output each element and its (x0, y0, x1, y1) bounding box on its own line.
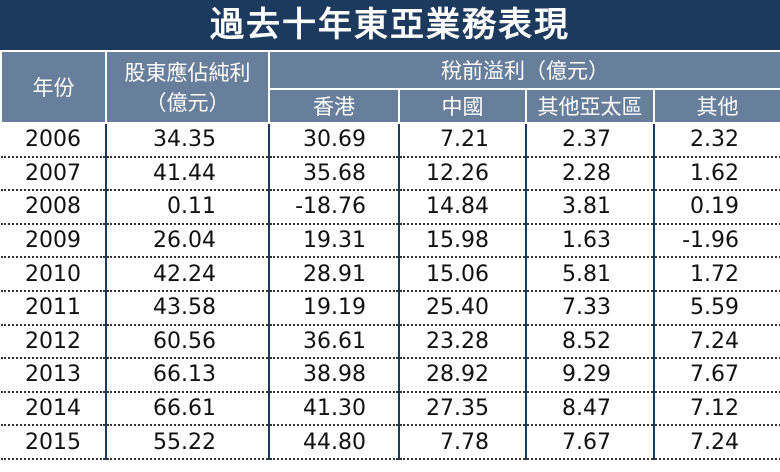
year-cell: 2015 (1, 425, 106, 460)
year-cell: 2009 (1, 223, 106, 259)
value-cell: 5.81 (525, 257, 654, 292)
value-cell: 26.04 (105, 223, 269, 259)
value-cell: 66.13 (105, 358, 269, 393)
value-cell: 8.52 (525, 324, 654, 360)
year-cell: 2011 (1, 290, 106, 326)
title: 過去十年東亞業務表現 (0, 0, 780, 50)
value-cell: -1.96 (653, 223, 780, 259)
value-cell: 66.61 (105, 391, 269, 427)
value-cell: 0.19 (653, 190, 780, 225)
value-cell: 15.06 (398, 257, 526, 292)
header-profit-line: （億元） (145, 91, 230, 115)
value-cell: 28.91 (268, 257, 399, 292)
value-cell: 35.68 (268, 156, 399, 192)
value-cell: 14.84 (398, 190, 526, 225)
value-cell: 7.21 (398, 123, 526, 158)
value-cell: 7.24 (653, 324, 780, 360)
value-cell: 7.67 (525, 425, 654, 460)
value-cell: 7.33 (525, 290, 654, 326)
value-cell: 1.72 (653, 257, 780, 292)
table-row: 2013 66.13 38.98 28.92 9.29 7.67 (1, 358, 780, 393)
value-cell: 36.61 (268, 324, 399, 360)
year-cell: 2014 (1, 391, 106, 427)
value-cell: 41.44 (105, 156, 269, 192)
value-cell: 25.40 (398, 290, 526, 326)
year-cell: 2012 (1, 324, 106, 360)
table-row: 2012 60.56 36.61 23.28 8.52 7.24 (1, 324, 780, 360)
header-profit-line: 股東應佔純利 (124, 61, 251, 85)
table-row: 2007 41.44 35.68 12.26 2.28 1.62 (1, 156, 780, 192)
value-cell: 15.98 (398, 223, 526, 259)
year-cell: 2007 (1, 156, 106, 192)
value-cell: 7.78 (398, 425, 526, 460)
value-cell: 7.24 (653, 425, 780, 460)
value-cell: 23.28 (398, 324, 526, 360)
value-cell: 12.26 (398, 156, 526, 192)
table-row: 2009 26.04 19.31 15.98 1.63 -1.96 (1, 223, 780, 259)
value-cell: 7.67 (653, 358, 780, 393)
value-cell: 34.35 (105, 123, 269, 158)
table-row: 2006 34.35 30.69 7.21 2.37 2.32 (1, 123, 780, 158)
value-cell: 2.32 (653, 123, 780, 158)
value-cell: -18.76 (268, 190, 399, 225)
value-cell: 3.81 (525, 190, 654, 225)
value-cell: 0.11 (105, 190, 269, 225)
value-cell: 8.47 (525, 391, 654, 427)
value-cell: 2.37 (525, 123, 654, 158)
value-cell: 60.56 (105, 324, 269, 360)
value-cell: 41.30 (268, 391, 399, 427)
table-row: 2011 43.58 19.19 25.40 7.33 5.59 (1, 290, 780, 326)
value-cell: 5.59 (653, 290, 780, 326)
value-cell: 1.63 (525, 223, 654, 259)
value-cell: 43.58 (105, 290, 269, 326)
value-cell: 28.92 (398, 358, 526, 393)
table-row: 2010 42.24 28.91 15.06 5.81 1.72 (1, 257, 780, 292)
header-profit: 股東應佔純利 （億元） (105, 50, 270, 124)
year-cell: 2006 (1, 123, 106, 158)
value-cell: 1.62 (653, 156, 780, 192)
year-cell: 2010 (1, 257, 106, 292)
value-cell: 55.22 (105, 425, 269, 460)
header-pretax: 稅前溢利（億元） (268, 50, 780, 90)
header-region: 中國 (398, 88, 527, 124)
value-cell: 19.31 (268, 223, 399, 259)
header-region: 香港 (268, 88, 400, 124)
header-region: 其他 (653, 88, 780, 124)
table: 年份 股東應佔純利 （億元） 稅前溢利（億元） 香港 中國 其他亞太區 其他 2006 3… (0, 50, 780, 460)
value-cell: 2.28 (525, 156, 654, 192)
value-cell: 9.29 (525, 358, 654, 393)
table-row: 2014 66.61 41.30 27.35 8.47 7.12 (1, 391, 780, 427)
value-cell: 27.35 (398, 391, 526, 427)
header-year: 年份 (0, 50, 107, 124)
table-row: 2008 0.11 -18.76 14.84 3.81 0.19 (1, 190, 780, 225)
value-cell: 19.19 (268, 290, 399, 326)
value-cell: 7.12 (653, 391, 780, 427)
value-cell: 38.98 (268, 358, 399, 393)
table-row: 2015 55.22 44.80 7.78 7.67 7.24 (1, 425, 780, 460)
value-cell: 44.80 (268, 425, 399, 460)
year-cell: 2013 (1, 358, 106, 393)
value-cell: 30.69 (268, 123, 399, 158)
header-region: 其他亞太區 (525, 88, 655, 124)
value-cell: 42.24 (105, 257, 269, 292)
year-cell: 2008 (1, 190, 106, 225)
